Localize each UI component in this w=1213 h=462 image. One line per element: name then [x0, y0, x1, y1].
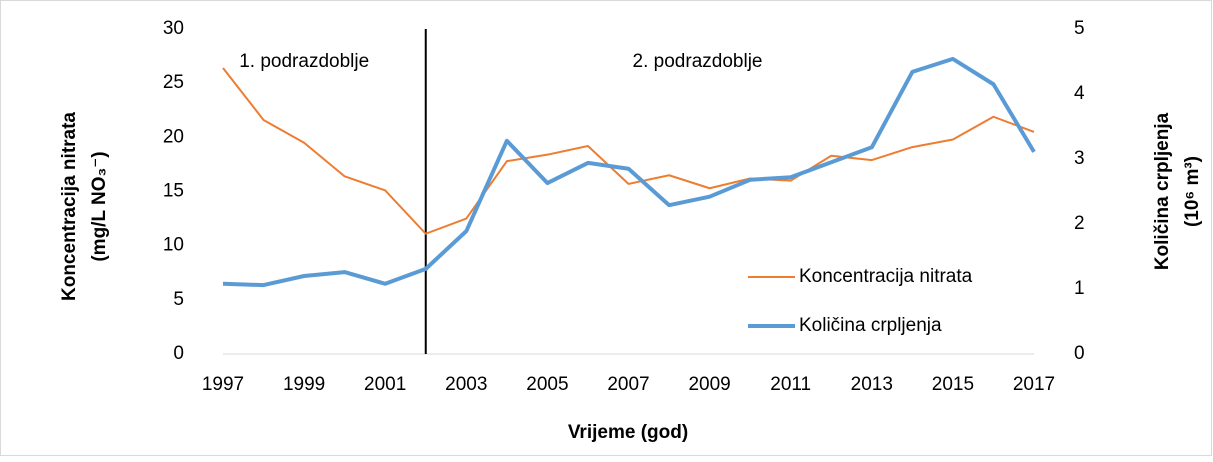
x-tick-label: 2009 [688, 374, 730, 395]
x-tick-label: 2007 [607, 374, 649, 395]
x-tick-label: 1999 [283, 374, 325, 395]
annotation: 2. podrazdoblje [633, 51, 763, 72]
x-tick-label: 2015 [932, 374, 974, 395]
y-tick-label: 5 [173, 289, 184, 310]
x-tick-label: 2013 [851, 374, 893, 395]
y2-axis-title: Količina crpljenja [1152, 112, 1173, 270]
x-tick-label: 2005 [526, 374, 568, 395]
x-tick-label: 2017 [1013, 374, 1055, 395]
y-axis-title: Koncentracija nitrata [59, 112, 80, 301]
x-tick-label: 2001 [364, 374, 406, 395]
y-tick-label: 15 [163, 181, 184, 202]
y2-tick-label: 0 [1074, 343, 1085, 364]
y-tick-label: 30 [163, 18, 184, 39]
x-tick-label: 1997 [202, 374, 244, 395]
y-tick-label: 0 [173, 343, 184, 364]
y2-tick-label: 3 [1074, 148, 1085, 169]
y2-tick-label: 2 [1074, 213, 1085, 234]
data-line [222, 67, 1035, 235]
y-axis-title: (mg/L NO₃⁻) [89, 151, 110, 261]
legend-label: Koncentracija nitrata [799, 266, 973, 287]
x-tick-label: 2011 [770, 374, 811, 395]
x-axis-title: Vrijeme (god) [568, 422, 688, 443]
y-tick-label: 20 [163, 126, 184, 147]
y2-tick-label: 1 [1074, 278, 1085, 299]
legend-label: Količina crpljenja [799, 315, 942, 336]
y-tick-label: 10 [163, 235, 184, 256]
y2-tick-label: 4 [1074, 83, 1085, 104]
data-line [222, 56, 1036, 288]
y2-axis-title: (10⁶ m³) [1182, 156, 1203, 227]
y-tick-label: 25 [163, 72, 184, 93]
x-tick-label: 2003 [445, 374, 487, 395]
annotation: 1. podrazdoblje [239, 51, 369, 72]
y2-tick-label: 5 [1074, 18, 1085, 39]
